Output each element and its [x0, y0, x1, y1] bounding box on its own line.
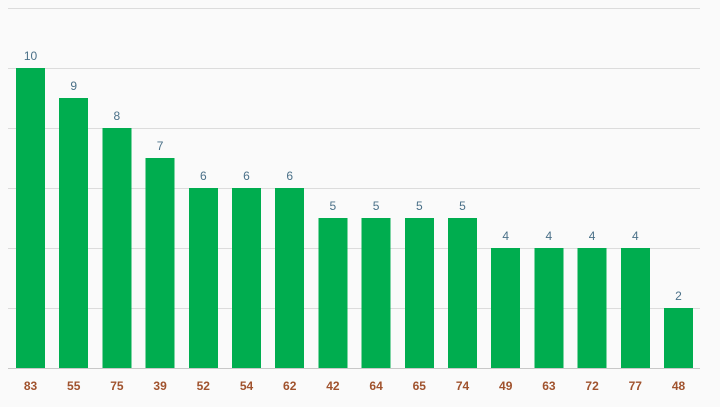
bar-55	[59, 98, 89, 368]
data-label-42: 5	[330, 199, 337, 213]
data-label-72: 4	[589, 229, 596, 243]
data-label-83: 10	[24, 49, 38, 63]
x-tick-label-49: 49	[499, 379, 513, 393]
bar-49	[491, 248, 521, 368]
data-label-64: 5	[373, 199, 380, 213]
x-tick-label-54: 54	[240, 379, 254, 393]
x-tick-label-52: 52	[197, 379, 211, 393]
data-label-75: 8	[114, 109, 121, 123]
x-tick-label-75: 75	[110, 379, 124, 393]
data-label-52: 6	[200, 169, 207, 183]
data-label-65: 5	[416, 199, 423, 213]
x-tick-label-74: 74	[456, 379, 470, 393]
bar-48	[664, 308, 693, 368]
data-label-55: 9	[70, 79, 77, 93]
bar-75	[102, 128, 132, 368]
x-tick-label-39: 39	[153, 379, 167, 393]
bar-64	[361, 218, 391, 368]
x-tick-label-55: 55	[67, 379, 81, 393]
data-label-54: 6	[243, 169, 250, 183]
x-tick-label-77: 77	[629, 379, 643, 393]
data-label-62: 6	[286, 169, 293, 183]
data-label-63: 4	[546, 229, 553, 243]
bar-65	[404, 218, 434, 368]
x-tick-label-42: 42	[326, 379, 340, 393]
x-tick-label-48: 48	[672, 379, 686, 393]
bar-39	[145, 158, 175, 368]
bar-77	[620, 248, 650, 368]
x-tick-label-63: 63	[542, 379, 556, 393]
bar-63	[534, 248, 564, 368]
data-label-74: 5	[459, 199, 466, 213]
data-label-49: 4	[502, 229, 509, 243]
data-label-77: 4	[632, 229, 639, 243]
bar-52	[188, 188, 218, 368]
x-tick-label-83: 83	[24, 379, 38, 393]
bar-83	[16, 68, 45, 368]
data-label-48: 2	[675, 289, 682, 303]
x-tick-label-72: 72	[585, 379, 599, 393]
bar-74	[448, 218, 477, 368]
bars	[16, 68, 693, 368]
x-tick-label-64: 64	[369, 379, 383, 393]
data-labels: 10 9 8 7 6 6 6 5 5 5 5 4 4 4 4 2	[24, 49, 682, 303]
x-axis-tick-labels: 83 55 75 39 52 54 62 42 64 65 74 49 63 72 77 48	[24, 379, 686, 393]
x-tick-label-65: 65	[413, 379, 427, 393]
bar-62	[275, 188, 305, 368]
bar-54	[232, 188, 261, 368]
bar-72	[577, 248, 607, 368]
bar-42	[318, 218, 348, 368]
x-tick-label-62: 62	[283, 379, 297, 393]
data-label-39: 7	[157, 139, 164, 153]
